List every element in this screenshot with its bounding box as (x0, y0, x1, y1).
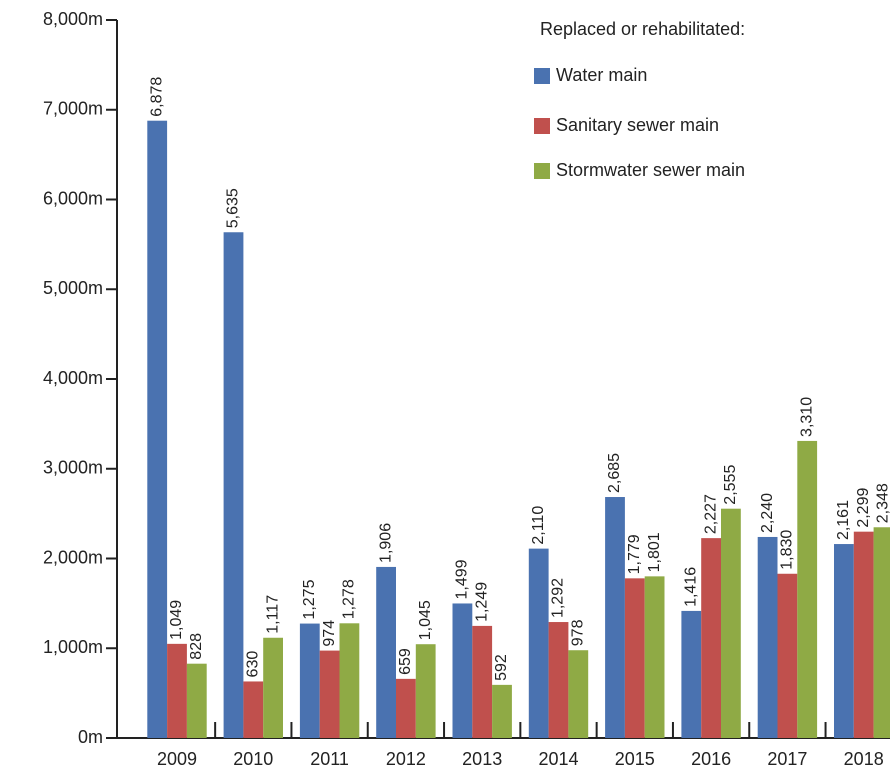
value-label: 2,110 (530, 506, 547, 545)
value-label: 659 (397, 648, 414, 675)
bar (147, 120, 168, 738)
y-tick-label: 8,000m (43, 9, 103, 29)
value-label: 974 (321, 620, 338, 647)
bar (415, 644, 436, 738)
legend-swatch (534, 118, 550, 134)
value-label: 1,499 (454, 559, 471, 599)
legend-swatch (534, 163, 550, 179)
bar (721, 508, 741, 738)
y-tick-label: 0m (78, 727, 103, 747)
y-tick-label: 6,000m (43, 188, 103, 208)
value-label: 1,117 (264, 595, 281, 634)
bar (396, 678, 416, 738)
value-label: 1,049 (168, 600, 185, 640)
x-tick-label: 2017 (767, 749, 807, 769)
bar (701, 538, 721, 738)
x-tick-label: 2012 (386, 749, 426, 769)
value-label: 592 (493, 654, 510, 681)
bar (319, 650, 340, 738)
bar (339, 623, 360, 738)
value-label: 2,555 (722, 465, 739, 505)
bar (681, 610, 702, 738)
value-label: 1,275 (301, 579, 318, 619)
bar (472, 625, 493, 738)
value-label: 2,685 (606, 453, 623, 493)
value-label: 1,830 (779, 530, 796, 570)
value-label: 1,292 (550, 578, 567, 618)
x-tick-label: 2018 (844, 749, 884, 769)
bar (624, 578, 645, 738)
value-label: 1,779 (626, 534, 643, 574)
value-label: 2,348 (875, 483, 890, 523)
legend-label: Sanitary sewer main (556, 115, 719, 135)
value-label: 5,635 (225, 188, 242, 228)
value-label: 2,161 (835, 500, 852, 540)
bar (376, 566, 396, 738)
y-tick-label: 2,000m (43, 547, 103, 567)
x-tick-label: 2013 (462, 749, 502, 769)
bar (873, 527, 890, 738)
y-tick-label: 4,000m (43, 368, 103, 388)
bar (777, 573, 798, 738)
x-tick-label: 2010 (233, 749, 273, 769)
legend-title: Replaced or rehabilitated: (540, 19, 745, 39)
value-label: 3,310 (798, 397, 815, 437)
value-label: 1,045 (417, 600, 434, 640)
bar (834, 544, 854, 738)
value-label: 1,249 (473, 582, 490, 622)
value-label: 2,240 (759, 493, 776, 533)
bar (223, 232, 244, 739)
value-label: 1,801 (646, 532, 663, 572)
bar (243, 681, 264, 738)
value-label: 6,878 (148, 77, 165, 117)
legend-label: Water main (556, 65, 647, 85)
bar (797, 440, 818, 738)
value-label: 1,278 (341, 579, 358, 619)
y-tick-label: 1,000m (43, 637, 103, 657)
legend-swatch (534, 68, 550, 84)
bar (853, 531, 874, 738)
bar (605, 497, 625, 738)
bar (492, 684, 512, 738)
value-label: 828 (188, 633, 205, 660)
value-label: 2,227 (702, 494, 719, 534)
x-tick-label: 2014 (538, 749, 578, 769)
bar (299, 623, 320, 738)
value-label: 630 (245, 651, 262, 678)
bar (263, 637, 283, 738)
x-tick-label: 2011 (310, 749, 349, 769)
bar (644, 576, 665, 738)
bar (528, 548, 549, 738)
x-tick-label: 2016 (691, 749, 731, 769)
bar (452, 603, 473, 738)
bar (568, 650, 589, 738)
y-tick-label: 7,000m (43, 99, 103, 119)
bar (167, 643, 187, 738)
x-tick-label: 2015 (615, 749, 655, 769)
bar (186, 663, 207, 738)
value-label: 1,416 (683, 567, 700, 607)
y-tick-label: 5,000m (43, 278, 103, 298)
value-label: 1,906 (377, 523, 394, 563)
y-tick-label: 3,000m (43, 458, 103, 478)
bar (757, 536, 778, 738)
legend-label: Stormwater sewer main (556, 160, 745, 180)
bar (548, 622, 569, 738)
value-label: 978 (570, 619, 587, 646)
value-label: 2,299 (855, 488, 872, 528)
x-tick-label: 2009 (157, 749, 197, 769)
